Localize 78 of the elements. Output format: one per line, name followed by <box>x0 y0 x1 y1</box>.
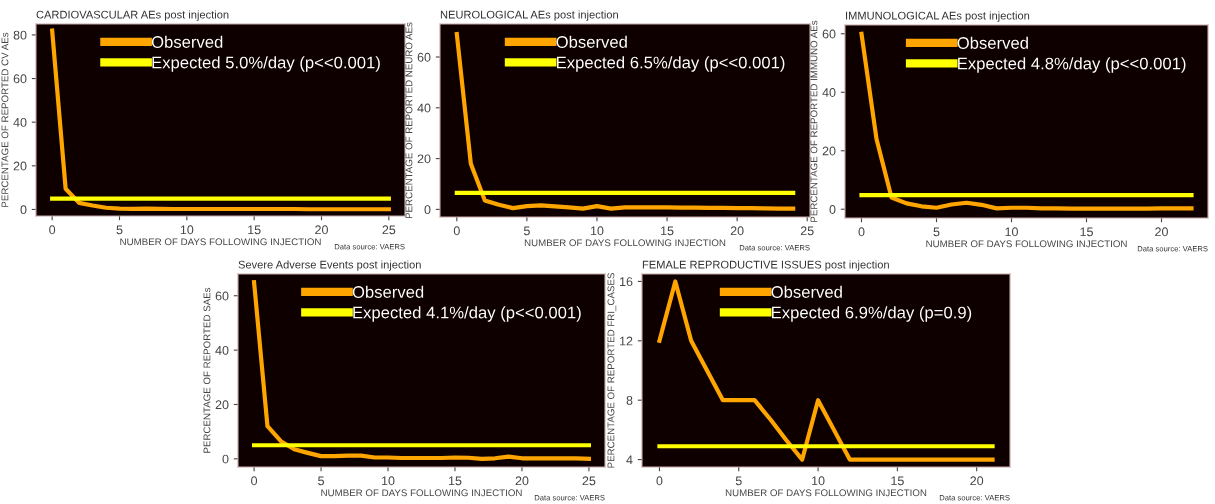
x-tick-label: 15 <box>1080 227 1093 237</box>
y-tick-label: 20 <box>215 400 229 410</box>
y-axis-title: PERCENTAGE OF REPORTED FRI_CASES <box>607 273 617 468</box>
x-tick-label: 0 <box>453 226 460 236</box>
x-axis-title: NUMBER OF DAYS FOLLOWING INJECTION <box>926 240 1127 248</box>
x-tick-label: 15 <box>448 476 462 486</box>
legend-label: Observed <box>771 285 842 298</box>
x-tick-label: 0 <box>858 227 865 237</box>
x-tick-label: 0 <box>656 476 663 486</box>
chart-title: IMMUNOLOGICAL AEs post injection <box>846 11 1030 22</box>
chart-title: Severe Adverse Events post injection <box>238 260 421 271</box>
y-tick-label: 60 <box>417 52 431 62</box>
y-tick-label: 60 <box>13 74 27 84</box>
y-tick-label: 8 <box>626 395 633 405</box>
y-tick-label: 16 <box>620 277 633 287</box>
legend-label: Expected 6.5%/day (p<<0.001) <box>557 56 785 72</box>
x-tick-label: 20 <box>970 476 984 486</box>
y-tick-label: 0 <box>222 454 229 464</box>
x-tick-label: 0 <box>49 225 56 235</box>
y-tick-label: 60 <box>215 291 229 301</box>
x-tick-label: 15 <box>248 225 261 235</box>
x-tick-label: 25 <box>382 225 396 235</box>
y-tick-label: 0 <box>424 205 431 215</box>
legend-label: Expected 4.8%/day (p<<0.001) <box>958 57 1186 73</box>
line-series <box>50 28 391 212</box>
x-tick-label: 15 <box>891 476 904 486</box>
y-tick-label: 4 <box>626 455 633 465</box>
line-series <box>454 32 796 211</box>
y-tick-label: 40 <box>13 117 27 127</box>
x-tick-label: 10 <box>382 476 395 486</box>
y-tick-label: 60 <box>822 29 836 39</box>
x-tick-label: 25 <box>582 476 596 486</box>
legend-label: Observed <box>556 35 627 48</box>
chart-title: FEMALE REPRODUCTIVE ISSUES post injection <box>642 260 889 271</box>
y-axis-title: PERCENTAGE OF REPORTED CV AEs <box>1 32 9 207</box>
x-tick-label: 5 <box>318 476 324 486</box>
y-tick-label: 40 <box>417 103 431 113</box>
x-tick-label: 20 <box>1155 227 1168 237</box>
legend-label: Expected 6.9%/day (p=0.9) <box>772 306 972 322</box>
y-tick-label: 20 <box>822 146 836 156</box>
x-tick-label: 10 <box>1005 227 1018 237</box>
chart-title: CARDIOVASCULAR AEs post injection <box>36 10 229 21</box>
y-tick-label: 20 <box>417 154 431 164</box>
x-axis-title: NUMBER OF DAYS FOLLOWING INJECTION <box>524 239 726 247</box>
x-tick-label: 5 <box>735 476 742 486</box>
x-tick-label: 25 <box>800 226 814 236</box>
legend-label: Expected 5.0%/day (p<<0.001) <box>152 56 380 72</box>
x-tick-label: 5 <box>116 225 123 235</box>
line-series <box>859 31 1194 211</box>
x-tick-label: 5 <box>933 227 940 237</box>
legend-label: Observed <box>151 35 223 48</box>
x-tick-label: 20 <box>315 225 328 235</box>
x-tick-label: 10 <box>180 225 194 235</box>
y-tick-label: 12 <box>620 336 633 346</box>
legend-label: Expected 4.1%/day (p<<0.001) <box>353 306 581 322</box>
y-tick-label: 0 <box>829 205 836 214</box>
x-tick-label: 15 <box>661 226 674 236</box>
x-tick-label: 0 <box>251 476 258 486</box>
y-tick-label: 40 <box>215 345 229 355</box>
y-axis-title: PERCENTAGE OF REPORTED SAEs <box>203 287 211 453</box>
x-tick-label: 10 <box>590 226 604 236</box>
x-axis-title: NUMBER OF DAYS FOLLOWING INJECTION <box>321 489 522 497</box>
x-tick-label: 20 <box>515 476 529 486</box>
chart-title: NEUROLOGICAL AEs post injection <box>440 10 618 21</box>
y-tick-label: 20 <box>13 161 27 171</box>
y-tick-label: 0 <box>20 205 27 215</box>
x-tick-label: 20 <box>730 226 744 236</box>
x-axis-title: NUMBER OF DAYS FOLLOWING INJECTION <box>120 238 321 246</box>
y-axis-title: PERCENTAGE OF REPORTED IMMUNO AEs <box>810 20 818 222</box>
x-tick-label: 10 <box>812 476 825 486</box>
x-tick-label: 5 <box>523 226 530 236</box>
y-tick-label: 40 <box>822 88 836 97</box>
y-tick-label: 80 <box>13 30 27 40</box>
line-series <box>657 279 995 462</box>
x-axis-title: NUMBER OF DAYS FOLLOWING INJECTION <box>725 489 927 497</box>
legend-label: Observed <box>957 36 1028 49</box>
line-series <box>251 280 592 461</box>
y-axis-title: PERCENTAGE OF REPORTED NEURO AEs <box>405 22 413 219</box>
